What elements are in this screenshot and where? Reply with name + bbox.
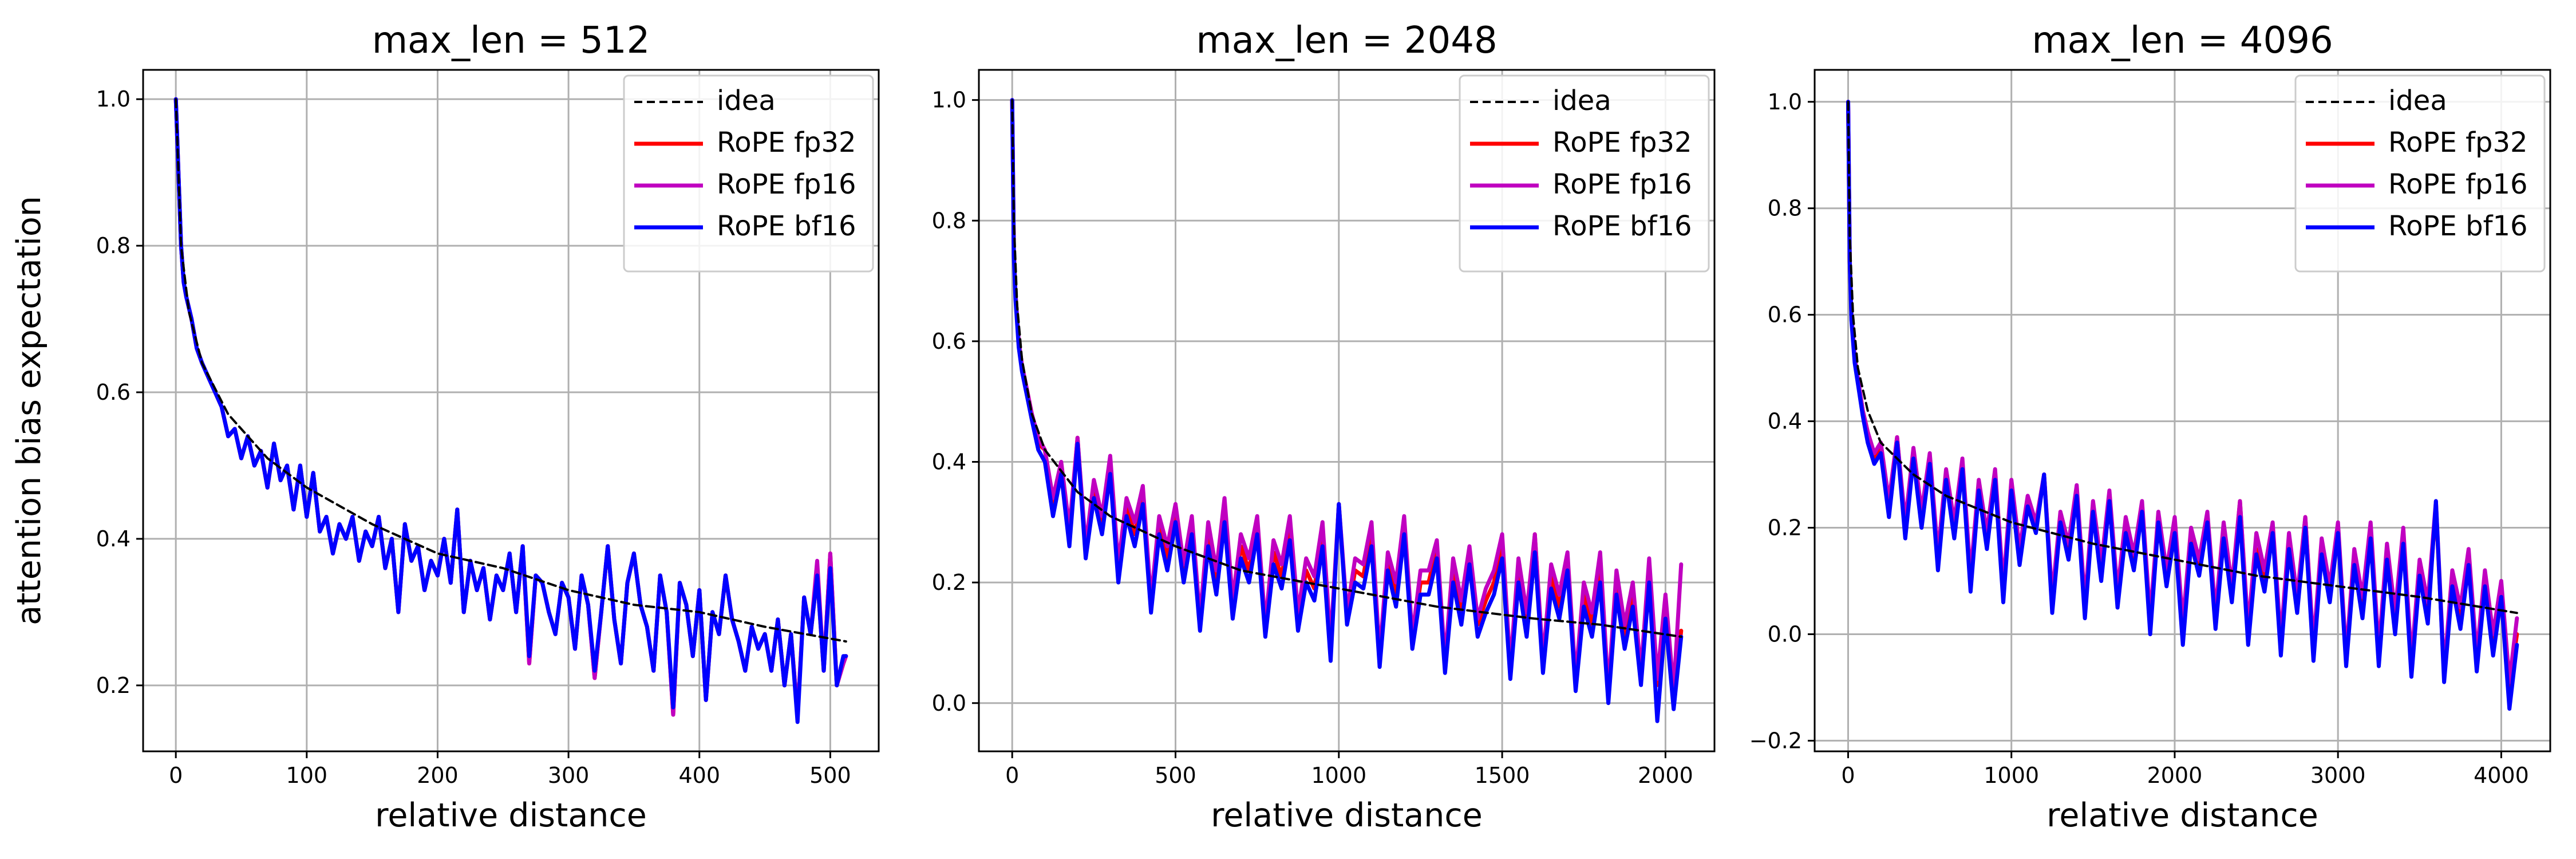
y-axis-label: attention bias expectation <box>10 196 48 625</box>
y-tick-label: 0.2 <box>1768 515 1802 541</box>
legend-label: RoPE bf16 <box>717 210 856 242</box>
x-axis-label: relative distance <box>1211 797 1483 834</box>
x-tick-label: 400 <box>678 763 720 788</box>
series-line-rope-bf16 <box>1846 100 2519 711</box>
y-tick-label: −0.2 <box>1749 728 1802 753</box>
y-tick-label: 0.6 <box>1768 302 1802 328</box>
x-tick-label: 500 <box>1155 763 1196 788</box>
y-tick-label: 0.2 <box>932 570 966 595</box>
chart-panel-2: 0 500 1000 1500 2000 0.0 0.2 0.4 0.6 0.8 1.0 max_le… <box>932 19 1716 834</box>
series-line-idea <box>175 98 847 643</box>
y-tick-label: 0.0 <box>1768 621 1802 647</box>
x-tick-label: 3000 <box>2310 763 2366 788</box>
x-axis-label: relative distance <box>375 797 647 834</box>
y-tick-label: 0.4 <box>96 526 131 551</box>
legend-box <box>623 74 874 273</box>
series-line-idea <box>1011 98 1682 638</box>
plot-frame <box>978 69 1716 752</box>
legend-label: RoPE fp32 <box>717 127 856 159</box>
legend-label: RoPE bf16 <box>1552 210 1692 242</box>
legend-box <box>1459 74 1710 273</box>
legend-label: RoPE bf16 <box>2388 210 2528 242</box>
plot-frame <box>1814 69 2551 752</box>
y-tick-label: 0.2 <box>96 673 131 698</box>
y-tick-label: 0.8 <box>1768 196 1802 221</box>
y-tick-label: 0.6 <box>932 329 966 354</box>
legend: idea RoPE fp32 RoPE fp16 RoPE bf16 <box>2294 74 2546 273</box>
legend: idea RoPE fp32 RoPE fp16 RoPE bf16 <box>623 74 874 273</box>
series-group <box>1846 100 2519 711</box>
chart-title: max_len = 2048 <box>1196 19 1497 62</box>
chart-title: max_len = 512 <box>372 19 650 62</box>
x-tick-label: 200 <box>417 763 459 788</box>
series-group <box>173 97 848 724</box>
y-tick-label: 1.0 <box>1768 89 1802 115</box>
series-line-rope-bf16 <box>1010 98 1684 723</box>
x-tick-label: 2000 <box>1638 763 1693 788</box>
x-tick-label: 0 <box>1841 763 1855 788</box>
legend-label: RoPE fp32 <box>1552 127 1692 159</box>
x-tick-label: 2000 <box>2147 763 2203 788</box>
legend: idea RoPE fp32 RoPE fp16 RoPE bf16 <box>1459 74 1710 273</box>
y-tick-label: 0.6 <box>96 380 131 405</box>
y-tick-label: 0.8 <box>96 233 131 258</box>
series-group <box>1010 98 1684 723</box>
y-tick-label: 0.8 <box>932 208 966 233</box>
legend-label: idea <box>1552 85 1611 117</box>
y-tick-label: 0.4 <box>1768 409 1802 434</box>
series-line-idea <box>1847 100 2518 614</box>
x-tick-label: 1500 <box>1475 763 1530 788</box>
x-tick-label: 1000 <box>1984 763 2039 788</box>
legend-label: RoPE fp32 <box>2388 127 2528 159</box>
chart-title: max_len = 4096 <box>2032 19 2333 62</box>
legend-label: RoPE fp16 <box>717 168 856 200</box>
legend-label: RoPE fp16 <box>2388 168 2528 200</box>
x-tick-label: 1000 <box>1311 763 1366 788</box>
legend-label: idea <box>717 85 776 117</box>
legend-label: idea <box>2388 85 2447 117</box>
plot-frame <box>142 69 880 752</box>
x-tick-label: 4000 <box>2474 763 2529 788</box>
chart-panel-1: 0 100 200 300 400 500 0.2 0.4 0.6 0.8 1.0 max_len =… <box>10 19 880 834</box>
legend-label: RoPE fp16 <box>1552 168 1692 200</box>
x-tick-label: 0 <box>169 763 183 788</box>
x-tick-label: 500 <box>809 763 851 788</box>
y-tick-label: 0.0 <box>932 691 966 716</box>
y-tick-label: 1.0 <box>932 88 966 113</box>
y-tick-label: 1.0 <box>96 86 131 112</box>
x-axis-label: relative distance <box>2046 797 2318 834</box>
series-line-rope-bf16 <box>173 97 848 724</box>
y-tick-label: 0.4 <box>932 450 966 475</box>
x-tick-label: 300 <box>548 763 590 788</box>
legend-box <box>2294 74 2546 273</box>
x-tick-label: 0 <box>1005 763 1019 788</box>
x-tick-label: 100 <box>286 763 328 788</box>
chart-panel-3: 0 1000 2000 3000 4000 −0.2 0.0 0.2 0.4 0.6 0.8 1.0 m… <box>1749 19 2551 834</box>
